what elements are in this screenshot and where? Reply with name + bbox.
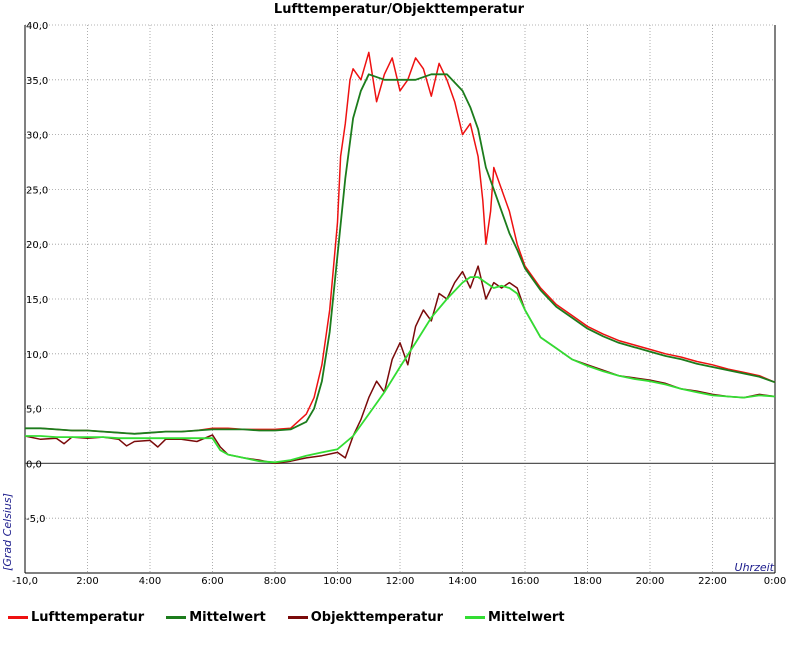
y-tick-label: 20,0 xyxy=(26,240,48,251)
legend-label: Objekttemperatur xyxy=(310,609,443,625)
x-tick-label: 18:00 xyxy=(573,576,602,587)
x-tick-label: 4:00 xyxy=(139,576,161,587)
x-tick-label: 2:00 xyxy=(76,576,98,587)
x-tick-label: 14:00 xyxy=(448,576,477,587)
axes xyxy=(24,25,776,574)
y-tick-label: 30,0 xyxy=(26,131,48,142)
legend-swatch xyxy=(465,615,485,619)
x-tick-label: 20:00 xyxy=(636,576,665,587)
y-tick-label: 10,0 xyxy=(26,350,48,361)
legend-item-objekttemperatur: Objekttemperatur xyxy=(287,609,443,625)
legend-label: Lufttemperatur xyxy=(31,609,145,625)
grid-lines xyxy=(25,24,775,573)
series-lines xyxy=(24,51,776,465)
y-tick-label: 5,0 xyxy=(26,405,42,416)
legend-item-mittelwert-luft: Mittelwert xyxy=(166,610,266,625)
legend-item-lufttemperatur: Lufttemperatur xyxy=(8,610,144,625)
y-axis-label: [Grad Celsius] xyxy=(1,493,14,571)
x-tick-label: 6:00 xyxy=(201,576,223,587)
series-line-1 xyxy=(25,73,776,435)
y-tick-label: 0,0 xyxy=(26,459,42,470)
x-tick-label: 10:00 xyxy=(323,576,352,587)
y-tick-label: -5,0 xyxy=(26,514,46,525)
x-tick-label: 12:00 xyxy=(386,576,415,587)
y-tick-label: 35,0 xyxy=(26,76,48,87)
x-tick-label: -10,0 xyxy=(12,576,38,587)
series-line-3 xyxy=(25,276,776,464)
tick-labels: 40,0 35,0 30,0 25,0 20,0 15,0 10,0 5,0 0,0 -5,0 -1… xyxy=(12,21,786,587)
legend-swatch xyxy=(8,615,28,619)
x-tick-label: 16:00 xyxy=(511,576,540,587)
x-axis-label: Uhrzeit xyxy=(735,561,775,574)
x-tick-label: 8:00 xyxy=(264,576,286,587)
legend: Lufttemperatur Mittelwert Objekttemperat… xyxy=(8,606,587,628)
legend-swatch xyxy=(166,615,187,619)
legend-label: Mittelwert xyxy=(189,609,266,625)
legend-item-mittelwert-objekt: Mittelwert xyxy=(465,610,565,625)
x-tick-label: 22:00 xyxy=(698,576,727,587)
x-tick-label: 0:00 xyxy=(764,576,786,587)
y-tick-label: 15,0 xyxy=(26,295,48,306)
legend-label: Mittelwert xyxy=(488,609,565,625)
chart-title: Lufttemperatur/Objekttemperatur xyxy=(274,2,525,17)
y-tick-label: 25,0 xyxy=(26,185,48,196)
y-tick-label: 40,0 xyxy=(26,21,48,32)
legend-swatch xyxy=(287,615,308,619)
